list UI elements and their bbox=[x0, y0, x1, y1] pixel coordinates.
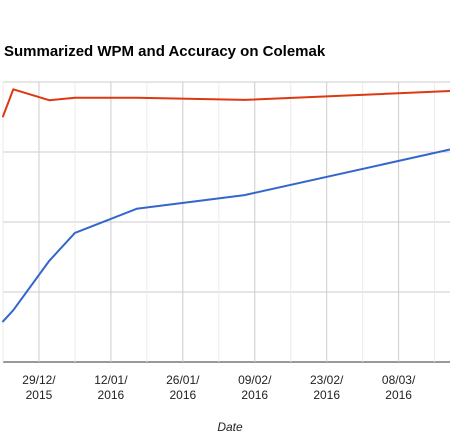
series-layer bbox=[2, 88, 450, 323]
x-tick-label-line: 2016 bbox=[98, 388, 125, 402]
gridlines bbox=[2, 81, 450, 363]
chart-title: Summarized WPM and Accuracy on Colemak bbox=[4, 43, 326, 60]
x-tick-label-line: 2016 bbox=[169, 388, 196, 402]
x-tick-label-line: 09/02/ bbox=[238, 373, 272, 387]
x-tick-label: 09/02/2016 bbox=[238, 373, 272, 402]
x-tick-label: 08/03/2016 bbox=[382, 373, 416, 402]
x-tick-label-line: 12/01/ bbox=[94, 373, 128, 387]
x-axis-title: Date bbox=[217, 420, 243, 434]
series-line-1 bbox=[2, 88, 450, 118]
x-tick-label-line: 26/01/ bbox=[166, 373, 200, 387]
x-tick-label-line: 2016 bbox=[385, 388, 412, 402]
x-tick-label: 23/02/2016 bbox=[310, 373, 344, 402]
x-tick-label: 29/12/2015 bbox=[22, 373, 56, 402]
x-tick-label-line: 2016 bbox=[313, 388, 340, 402]
x-tick-label: 26/01/2016 bbox=[166, 373, 200, 402]
x-tick-label-line: 2015 bbox=[26, 388, 53, 402]
x-axis-ticks: 29/12/201512/01/201626/01/201609/02/2016… bbox=[22, 373, 416, 402]
x-tick-label-line: 08/03/ bbox=[382, 373, 416, 387]
x-tick-label-line: 23/02/ bbox=[310, 373, 344, 387]
x-tick-label: 12/01/2016 bbox=[94, 373, 128, 402]
series-line-2 bbox=[2, 148, 450, 323]
x-tick-label-line: 2016 bbox=[241, 388, 268, 402]
x-tick-label-line: 29/12/ bbox=[22, 373, 56, 387]
